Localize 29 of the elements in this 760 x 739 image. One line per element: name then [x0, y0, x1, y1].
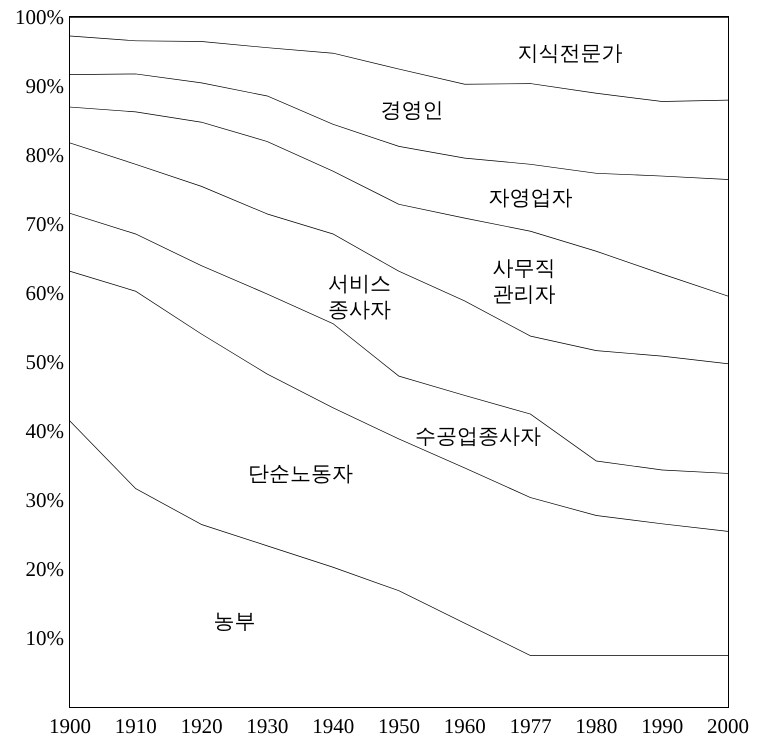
- y-tick-label: 60%: [26, 281, 64, 305]
- x-tick-label: 1990: [641, 714, 684, 738]
- x-tick-label: 2000: [707, 714, 749, 738]
- y-tick-label: 40%: [26, 419, 64, 443]
- x-tick-label: 1960: [444, 714, 486, 738]
- x-tick-label: 1977: [510, 714, 552, 738]
- x-tick-label: 1930: [246, 714, 288, 738]
- y-tick-label: 100%: [15, 5, 64, 29]
- series-label: 농부: [214, 608, 256, 633]
- series-label: 단순노동자: [248, 461, 353, 486]
- series-label: 서비스종사자: [328, 271, 392, 322]
- x-tick-label: 1910: [114, 714, 157, 738]
- x-tick-label: 1900: [49, 714, 91, 738]
- x-tick-label: 1950: [378, 714, 420, 738]
- series-label: 자영업자: [488, 185, 573, 210]
- series-label: 경영인: [380, 98, 444, 122]
- x-tick-label: 1940: [312, 714, 354, 738]
- x-tick-label: 1980: [575, 714, 618, 738]
- y-tick-label: 30%: [26, 488, 64, 512]
- series-label: 수공업종사자: [414, 424, 541, 448]
- series-label: 지식전문가: [518, 41, 623, 66]
- y-tick-label: 50%: [26, 350, 64, 374]
- y-tick-label: 20%: [26, 557, 64, 581]
- y-tick-label: 10%: [26, 626, 64, 650]
- series-label: 사무직관리자: [492, 256, 556, 306]
- y-tick-label: 90%: [26, 74, 64, 98]
- y-tick-label: 70%: [26, 212, 64, 236]
- x-tick-label: 1920: [180, 714, 223, 738]
- y-tick-label: 80%: [26, 143, 64, 167]
